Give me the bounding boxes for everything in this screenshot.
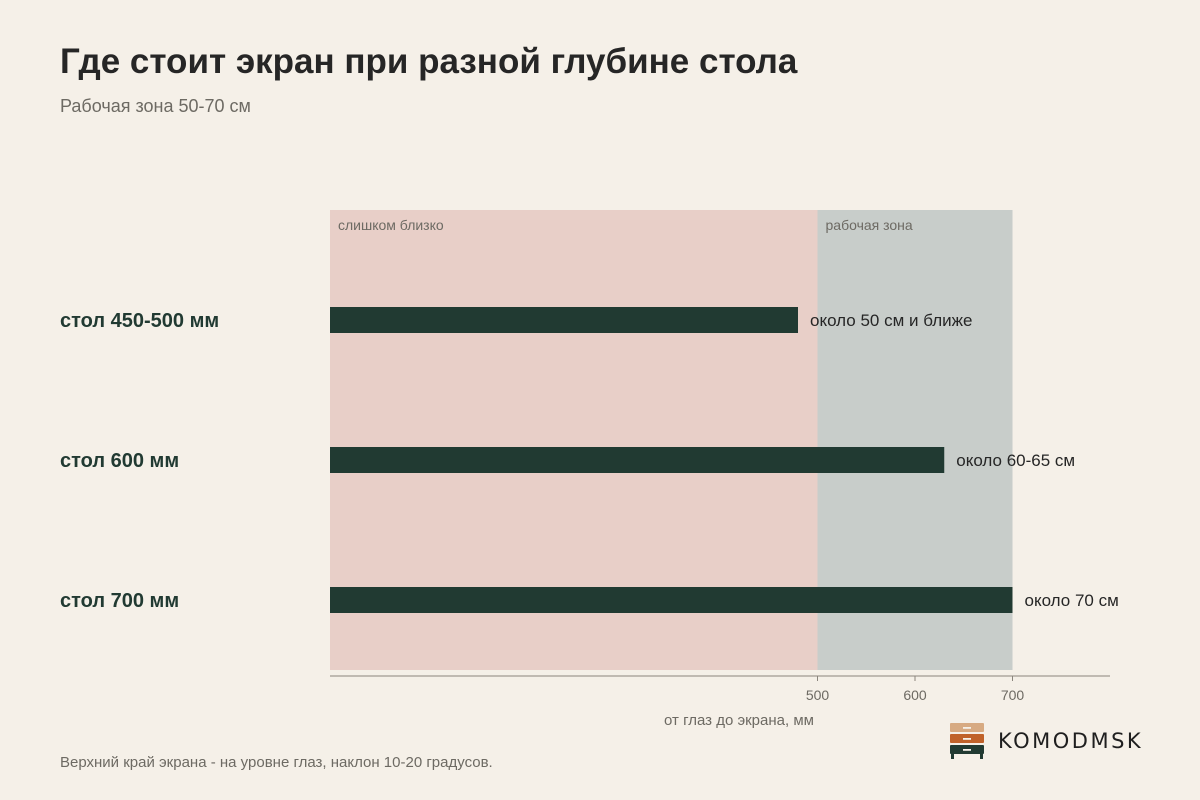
dresser-icon: [950, 723, 984, 759]
data-label: около 60-65 см: [956, 451, 1075, 470]
x-tick-label: 700: [1001, 687, 1025, 703]
bar: [330, 447, 945, 473]
x-axis-label: от глаз до экрана, мм: [664, 712, 814, 729]
data-label: около 70 см: [1025, 591, 1119, 610]
bar: [330, 587, 1013, 613]
category-label: стол 700 мм: [60, 590, 179, 612]
category-label: стол 600 мм: [60, 450, 179, 472]
data-label: около 50 см и ближе: [810, 311, 972, 330]
x-tick-label: 600: [903, 687, 927, 703]
brand-logo: KOMODMSK: [948, 722, 1143, 760]
zone-label: слишком близко: [338, 217, 444, 233]
bar: [330, 307, 798, 333]
footnote: Верхний край экрана - на уровне глаз, на…: [60, 754, 493, 771]
chart-subtitle: Рабочая зона 50-70 см: [60, 96, 251, 116]
x-tick-label: 500: [806, 687, 830, 703]
category-label: стол 450-500 мм: [60, 310, 219, 332]
chart-title: Где стоит экран при разной глубине стола: [60, 42, 798, 81]
zone-label: рабочая зона: [826, 217, 913, 233]
brand-name: KOMODMSK: [998, 729, 1144, 753]
